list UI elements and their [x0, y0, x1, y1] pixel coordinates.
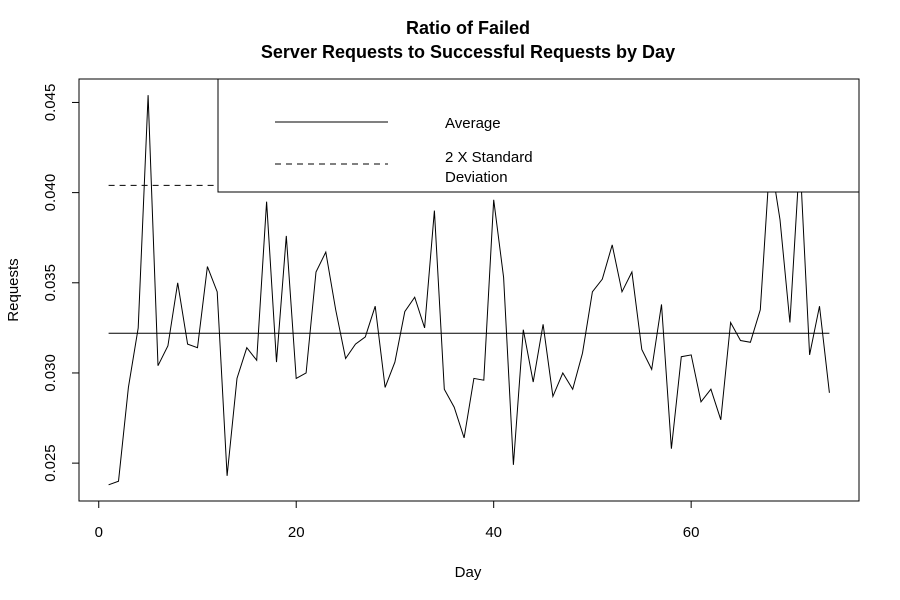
plot-lines: [108, 95, 830, 486]
legend-stddev-label-line-2: Deviation: [445, 169, 508, 186]
y-tick-label: 0.030: [42, 354, 59, 392]
daily-ratio-series: [108, 95, 830, 486]
chart-title-line-2: Server Requests to Successful Requests b…: [261, 42, 675, 62]
x-tick-label: 0: [95, 524, 103, 541]
legend-average-label: Average: [445, 115, 501, 132]
y-tick-label: 0.045: [42, 84, 59, 122]
legend: Average 2 X Standard Deviation: [217, 78, 860, 193]
y-tick-label: 0.035: [42, 264, 59, 302]
y-tick-label: 0.025: [42, 444, 59, 482]
legend-box: [217, 78, 860, 193]
y-axis-label: Requests: [5, 258, 22, 321]
x-axis-label: Day: [455, 564, 482, 581]
y-tick-label: 0.040: [42, 174, 59, 212]
chart-title-line-1: Ratio of Failed: [406, 18, 530, 38]
x-axis: 0 20 40 60: [95, 500, 700, 541]
x-tick-label: 40: [485, 524, 502, 541]
x-tick-label: 20: [288, 524, 305, 541]
x-tick-label: 60: [683, 524, 700, 541]
y-axis: 0.025 0.030 0.035 0.040 0.045: [42, 84, 80, 482]
legend-stddev-label-line-1: 2 X Standard: [445, 149, 533, 166]
